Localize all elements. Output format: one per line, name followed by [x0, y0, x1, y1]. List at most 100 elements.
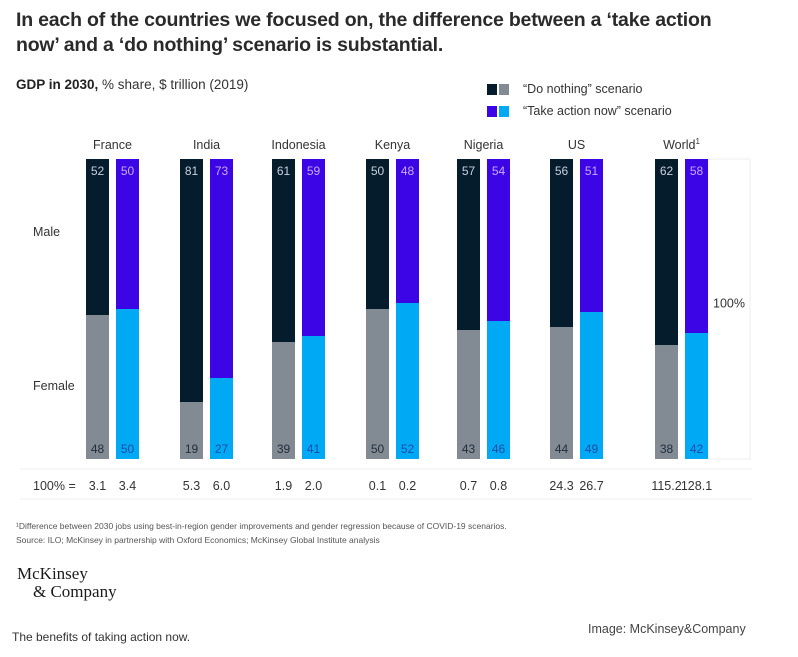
value-label-take-action-male: 50	[121, 164, 135, 178]
total-label-do-nothing: 0.1	[369, 479, 386, 493]
total-label-do-nothing: 115.2	[651, 479, 681, 493]
bar-do-nothing-female	[180, 402, 203, 459]
chart-headline: In each of the countries we focused on, …	[16, 9, 712, 56]
total-label-take-action: 3.4	[119, 479, 136, 493]
total-label-take-action: 0.8	[490, 479, 507, 493]
value-label-take-action-female: 41	[307, 442, 321, 456]
bar-take-action-male	[685, 159, 708, 333]
bar-do-nothing-female	[366, 309, 389, 459]
bar-do-nothing-male	[550, 159, 573, 327]
bar-do-nothing-female	[86, 315, 109, 459]
scale-reference-box	[707, 158, 751, 460]
legend-swatch-do-nothing-male	[487, 83, 497, 95]
value-label-do-nothing-female: 39	[277, 442, 291, 456]
bar-do-nothing-female	[457, 330, 480, 459]
bar-take-action-female	[116, 309, 139, 459]
row-label-female: Female	[33, 379, 75, 393]
total-label-do-nothing: 5.3	[183, 479, 200, 493]
value-label-do-nothing-female: 48	[91, 442, 105, 456]
value-label-take-action-female: 50	[121, 442, 135, 456]
footnote-marker: 1	[695, 137, 700, 146]
image-credit: Image: McKinsey&Company	[588, 622, 746, 636]
value-label-take-action-female: 27	[215, 442, 229, 456]
total-label-do-nothing: 0.7	[460, 479, 477, 493]
bar-do-nothing-male	[457, 159, 480, 330]
total-label-take-action: 26.7	[579, 479, 603, 493]
bar-take-action-male	[487, 159, 510, 321]
value-label-take-action-male: 51	[585, 164, 599, 178]
total-label-do-nothing: 1.9	[275, 479, 292, 493]
bar-take-action-male	[210, 159, 233, 378]
value-label-do-nothing-male: 50	[371, 164, 385, 178]
value-label-take-action-female: 49	[585, 442, 599, 456]
legend-label: “Take action now” scenario	[523, 104, 672, 118]
legend-swatch-take-action-male	[487, 105, 497, 117]
value-label-take-action-male: 58	[690, 164, 704, 178]
bar-take-action-male	[580, 159, 603, 312]
scale-label: 100%	[713, 297, 745, 311]
legend-swatch-take-action-female	[499, 105, 509, 117]
category-label-nigeria: Nigeria	[464, 138, 504, 152]
footnote: ¹Difference between 2030 jobs using best…	[16, 519, 507, 547]
value-label-do-nothing-female: 19	[185, 442, 199, 456]
legend-swatch-do-nothing-female	[499, 83, 509, 95]
total-label-do-nothing: 3.1	[89, 479, 106, 493]
bar-do-nothing-female	[550, 327, 573, 459]
mckinsey-logo: McKinsey & Company	[17, 565, 117, 601]
category-label-world: World1	[663, 137, 700, 152]
bar-take-action-male	[302, 159, 325, 336]
legend: “Do nothing” scenario “Take action now” …	[487, 78, 672, 122]
value-label-do-nothing-male: 57	[462, 164, 476, 178]
value-label-do-nothing-female: 43	[462, 442, 476, 456]
legend-item-do-nothing: “Do nothing” scenario	[487, 78, 672, 100]
bar-take-action-female	[685, 333, 708, 459]
category-label-france: France	[93, 138, 132, 152]
bar-do-nothing-male	[180, 159, 203, 402]
category-label-indonesia: Indonesia	[271, 138, 325, 152]
total-label-do-nothing: 24.3	[549, 479, 573, 493]
bar-take-action-female	[487, 321, 510, 459]
bar-take-action-male	[116, 159, 139, 309]
total-label-take-action: 2.0	[305, 479, 322, 493]
value-label-take-action-male: 48	[401, 164, 415, 178]
value-label-do-nothing-male: 56	[555, 164, 569, 178]
value-label-do-nothing-female: 50	[371, 442, 385, 456]
total-label-take-action: 0.2	[399, 479, 416, 493]
logo-line-1: McKinsey	[17, 564, 88, 583]
bar-take-action-female	[580, 312, 603, 459]
bar-take-action-female	[302, 336, 325, 459]
bar-do-nothing-male	[86, 159, 109, 315]
total-row-label: 100% =	[33, 479, 76, 493]
value-label-do-nothing-male: 61	[277, 164, 291, 178]
value-label-do-nothing-male: 52	[91, 164, 105, 178]
bar-take-action-female	[396, 303, 419, 459]
logo-line-2: & Company	[33, 582, 117, 601]
legend-item-take-action: “Take action now” scenario	[487, 100, 672, 122]
subtitle-bold: GDP in 2030,	[16, 77, 99, 92]
bar-take-action-female	[210, 378, 233, 459]
source-note: Source: ILO; McKinsey in partnership wit…	[16, 535, 380, 545]
value-label-take-action-female: 42	[690, 442, 704, 456]
bar-do-nothing-male	[655, 159, 678, 345]
category-label-kenya: Kenya	[375, 138, 410, 152]
value-label-do-nothing-male: 62	[660, 164, 674, 178]
legend-label: “Do nothing” scenario	[523, 82, 643, 96]
value-label-take-action-male: 59	[307, 164, 321, 178]
category-label-us: US	[568, 138, 585, 152]
subtitle-rest: % share, $ trillion (2019)	[98, 77, 249, 92]
value-label-take-action-female: 46	[492, 442, 506, 456]
value-label-take-action-male: 73	[215, 164, 229, 178]
value-label-take-action-female: 52	[401, 442, 415, 456]
footnote-1: ¹Difference between 2030 jobs using best…	[16, 521, 507, 531]
category-label-india: India	[193, 138, 220, 152]
bar-do-nothing-female	[655, 345, 678, 459]
bar-do-nothing-female	[272, 342, 295, 459]
bar-do-nothing-male	[272, 159, 295, 342]
bar-take-action-male	[396, 159, 419, 303]
value-label-do-nothing-female: 44	[555, 442, 569, 456]
image-caption: The benefits of taking action now.	[12, 630, 191, 644]
total-label-take-action: 128.1	[681, 479, 712, 493]
value-label-take-action-male: 54	[492, 164, 506, 178]
bar-do-nothing-male	[366, 159, 389, 309]
